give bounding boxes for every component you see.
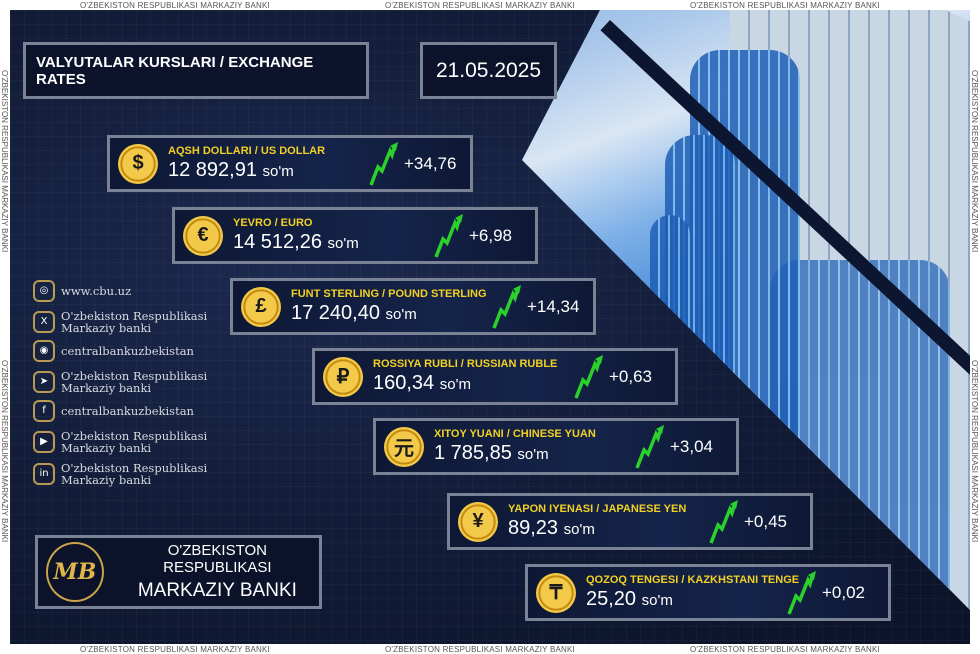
watermark: O'ZBEKISTON RESPUBLIKASI MARKAZIY BANKI (970, 360, 979, 543)
rate-change: +0,02 (822, 583, 866, 602)
social-link[interactable]: ◉ centralbankuzbekistan (33, 340, 194, 362)
currency-unit: so'm (641, 592, 673, 609)
ruble-icon: ₽ (323, 356, 363, 397)
watermark: O'ZBEKISTON RESPUBLIKASI MARKAZIY BANKI (385, 645, 575, 654)
rate-row: ₽ ROSSIYA RUBLI / RUSSIAN RUBLE 160,34 s… (312, 348, 678, 405)
currency-name: XITOY YUANI / CHINESE YUAN (434, 428, 596, 440)
currency-name: FUNT STERLING / POUND STERLING (291, 288, 487, 300)
social-link[interactable]: f centralbankuzbekistan (33, 400, 194, 422)
currency-unit: so'm (517, 446, 549, 463)
social-link[interactable]: X O'zbekiston Respublikasi Markaziy banki (33, 310, 207, 334)
trend-up-icon (787, 571, 816, 615)
x-icon: X (33, 311, 55, 333)
rate-change: +0,63 (609, 367, 653, 386)
social-line2: Markaziy banki (61, 441, 152, 455)
bank-logo-block: MB O'ZBEKISTON RESPUBLIKASI MARKAZIY BAN… (35, 535, 322, 609)
currency-unit: so'm (327, 235, 359, 252)
currency-unit: so'm (385, 306, 417, 323)
rate-change: +14,34 (527, 297, 580, 316)
rate-value: 12 892,91 (168, 159, 257, 181)
facebook-icon: f (33, 400, 55, 422)
social-line2: Markaziy banki (61, 473, 152, 487)
page-title: VALYUTALAR KURSLARI / EXCHANGE RATES (23, 42, 369, 99)
rate-change: +6,98 (469, 226, 513, 245)
pound-icon: £ (241, 286, 281, 327)
rate-change: +3,04 (670, 437, 714, 456)
trend-up-icon (434, 214, 463, 258)
watermark: O'ZBEKISTON RESPUBLIKASI MARKAZIY BANKI (385, 1, 575, 10)
yen-icon: ¥ (458, 501, 498, 542)
rate-value: 1 785,85 (434, 442, 512, 464)
social-line1: O'zbekiston Respublikasi (61, 309, 208, 323)
social-line2: Markaziy banki (61, 321, 152, 335)
rate-row: ¥ YAPON IYENASI / JAPANESE YEN 89,23 so'… (447, 493, 813, 550)
social-link[interactable]: ▶ O'zbekiston Respublikasi Markaziy banki (33, 430, 207, 454)
watermark: O'ZBEKISTON RESPUBLIKASI MARKAZIY BANKI (0, 70, 9, 253)
logo-line2: MARKAZIY BANKI (137, 580, 297, 601)
tenge-icon: ₸ (536, 572, 576, 613)
social-line1: O'zbekiston Respublikasi (61, 461, 208, 475)
watermark: O'ZBEKISTON RESPUBLIKASI MARKAZIY BANKI (970, 70, 979, 253)
rate-value: 89,23 (508, 517, 559, 539)
rate-value: 14 512,26 (233, 231, 322, 253)
rate-row: € YEVRO / EURO 14 512,26 so'm +6,98 (172, 207, 538, 264)
rate-change: +34,76 (404, 154, 457, 173)
currency-name: AQSH DOLLARI / US DOLLAR (168, 145, 326, 157)
rate-row: £ FUNT STERLING / POUND STERLING 17 240,… (230, 278, 596, 335)
rate-row: $ AQSH DOLLARI / US DOLLAR 12 892,91 so'… (107, 135, 473, 192)
social-link[interactable]: ◎ www.cbu.uz (33, 280, 131, 302)
trend-up-icon (369, 142, 398, 186)
social-line1: O'zbekiston Respublikasi (61, 429, 208, 443)
instagram-icon: ◉ (33, 340, 55, 362)
social-line1: www.cbu.uz (61, 284, 132, 298)
social-line1: O'zbekiston Respublikasi (61, 369, 208, 383)
currency-unit: so'm (563, 521, 595, 538)
watermark: O'ZBEKISTON RESPUBLIKASI MARKAZIY BANKI (690, 645, 880, 654)
globe-icon: ◎ (33, 280, 55, 302)
watermark: O'ZBEKISTON RESPUBLIKASI MARKAZIY BANKI (80, 1, 270, 10)
telegram-icon: ➤ (33, 371, 55, 393)
currency-unit: so'm (262, 163, 294, 180)
rate-value: 160,34 (373, 372, 435, 394)
currency-unit: so'm (439, 376, 471, 393)
social-link[interactable]: in O'zbekiston Respublikasi Markaziy banki (33, 462, 207, 486)
rate-row: 元 XITOY YUANI / CHINESE YUAN 1 785,85 so… (373, 418, 739, 475)
currency-name: YEVRO / EURO (233, 217, 313, 229)
youtube-icon: ▶ (33, 431, 55, 453)
bank-emblem-logo: MB (46, 542, 104, 602)
watermark: O'ZBEKISTON RESPUBLIKASI MARKAZIY BANKI (0, 360, 9, 543)
currency-name: YAPON IYENASI / JAPANESE YEN (508, 503, 687, 515)
rate-value: 25,20 (586, 588, 637, 610)
rate-row: ₸ QOZOQ TENGESI / KAZKHSTANI TENGE 25,20… (525, 564, 891, 621)
trend-up-icon (492, 285, 521, 329)
euro-icon: € (183, 215, 223, 256)
rate-value: 17 240,40 (291, 302, 380, 324)
watermark: O'ZBEKISTON RESPUBLIKASI MARKAZIY BANKI (80, 645, 270, 654)
rate-change: +0,45 (744, 512, 788, 531)
rate-date: 21.05.2025 (420, 42, 557, 99)
currency-name: ROSSIYA RUBLI / RUSSIAN RUBLE (373, 358, 558, 370)
trend-up-icon (635, 425, 664, 469)
trend-up-icon (709, 500, 738, 544)
trend-up-icon (574, 355, 603, 399)
currency-name: QOZOQ TENGESI / KAZKHSTANI TENGE (586, 574, 800, 586)
social-line1: centralbankuzbekistan (61, 344, 194, 358)
dollar-icon: $ (118, 143, 158, 184)
social-line2: Markaziy banki (61, 381, 152, 395)
logo-line1: O'ZBEKISTON RESPUBLIKASI (163, 542, 272, 576)
social-line1: centralbankuzbekistan (61, 404, 194, 418)
watermark: O'ZBEKISTON RESPUBLIKASI MARKAZIY BANKI (690, 1, 880, 10)
yuan-icon: 元 (384, 426, 424, 467)
linkedin-icon: in (33, 463, 55, 485)
social-link[interactable]: ➤ O'zbekiston Respublikasi Markaziy banki (33, 370, 207, 394)
